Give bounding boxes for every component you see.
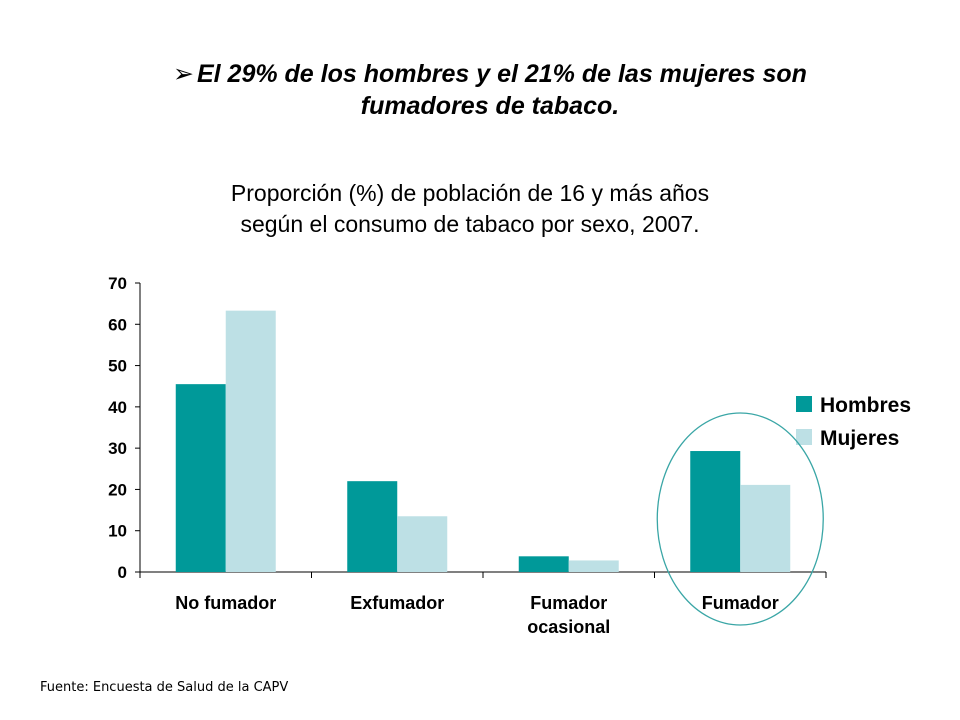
headline-line-1-text: El 29% de los hombres y el 21% de las mu… — [196, 60, 807, 88]
headline: ➢ El 29% de los hombres y el 21% de las m… — [100, 58, 880, 122]
y-tick-label: 10 — [108, 522, 127, 541]
chart-title-line-2: según el consumo de tabaco por sexo, 200… — [240, 211, 700, 237]
legend-swatch-mujeres — [796, 429, 812, 445]
y-tick-label: 20 — [108, 480, 127, 499]
bar-mujeres-2 — [397, 516, 448, 572]
bar-hombres-2 — [347, 481, 398, 572]
bar-mujeres-1 — [225, 310, 276, 572]
category-label: Fumador — [530, 593, 607, 613]
bar-hombres-1 — [175, 384, 226, 572]
legend-label-hombres: Hombres — [820, 394, 911, 417]
headline-line-2: fumadores de tabaco. — [360, 92, 620, 120]
chart-title: Proporción (%) de población de 16 y más … — [120, 178, 820, 240]
y-tick-label: 0 — [118, 563, 127, 582]
chart-title-line-1: Proporción (%) de población de 16 y más … — [230, 180, 710, 206]
headline-line-1: ➢ El 29% de los hombres y el 21% de las m… — [100, 58, 880, 90]
y-tick-label: 60 — [108, 315, 127, 334]
y-tick-label: 40 — [108, 398, 127, 417]
legend-swatch-hombres — [796, 396, 812, 412]
category-label: Exfumador — [350, 593, 444, 613]
y-tick-label: 50 — [108, 357, 127, 376]
bar-mujeres-4 — [740, 484, 791, 572]
legend-label-mujeres: Mujeres — [820, 427, 899, 450]
bar-hombres-4 — [690, 451, 741, 572]
y-tick-label: 30 — [108, 439, 127, 458]
source-note: Fuente: Encuesta de Salud de la CAPV — [40, 680, 289, 695]
highlight-ellipse — [656, 412, 824, 626]
arrow-bullet-icon: ➢ — [173, 60, 194, 88]
category-label: No fumador — [175, 593, 276, 613]
bar-mujeres-3 — [568, 560, 619, 572]
bar-hombres-3 — [518, 556, 569, 572]
y-tick-label: 70 — [108, 274, 127, 293]
category-label: ocasional — [527, 617, 610, 637]
category-label: Fumador — [702, 593, 779, 613]
